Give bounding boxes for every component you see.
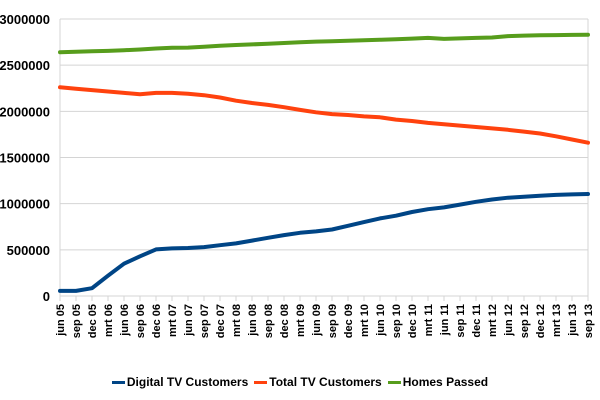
x-tick-label: sep 13 [583,304,595,338]
x-tick-label: jun 10 [375,304,387,337]
x-axis: jun 05 sep 05 dec 05 mrt 06 jun 06 sep 06 dec … [55,296,595,338]
y-tick-label: 3000000 [0,12,50,27]
x-tick-label: jun 11 [439,304,451,336]
x-tick-label: sep 10 [391,304,403,338]
x-tick-label: dec 05 [87,304,99,338]
x-tick-label: dec 06 [151,304,163,338]
x-tick-label: jun 07 [183,304,195,337]
legend-label-digital-tv: Digital TV Customers [126,375,249,389]
legend-swatch-total-tv [254,380,268,384]
y-tick-label: 2000000 [0,104,50,119]
series-line-digital-tv-customers [58,192,590,293]
line-chart: 0 500000 1000000 1500000 2000000 2500000 30000… [0,12,595,338]
x-tick-label: jun 05 [55,304,67,337]
x-tick-label: dec 07 [215,304,227,338]
y-tick-label: 2500000 [0,58,50,73]
x-tick-label: mrt 13 [551,304,563,337]
legend-item-homes-passed: Homes Passed [387,375,489,389]
x-tick-label: sep 12 [519,304,531,338]
x-tick-label: jun 09 [311,304,323,337]
legend-label-homes-passed: Homes Passed [402,375,489,389]
x-tick-label: dec 11 [471,304,483,338]
x-tick-label: sep 11 [455,304,467,338]
gridlines [59,18,589,297]
x-tick-label: sep 06 [135,304,147,338]
legend-item-total-tv: Total TV Customers [254,375,382,389]
x-tick-label: dec 09 [343,304,355,338]
x-tick-label: dec 12 [535,304,547,338]
legend-item-digital-tv: Digital TV Customers [111,375,249,389]
y-tick-label: 1000000 [0,197,50,212]
y-axis: 0 500000 1000000 1500000 2000000 2500000 30000… [0,12,50,304]
x-tick-label: mrt 09 [295,304,307,337]
x-tick-label: jun 08 [247,304,259,337]
legend: Digital TV Customers Total TV Customers … [0,375,600,389]
series-line-total-tv-customers [58,85,590,145]
series-lines [58,32,590,293]
legend-swatch-homes-passed [387,380,401,384]
legend-swatch-digital-tv [111,380,125,384]
x-tick-label: mrt 11 [423,304,435,336]
x-tick-label: mrt 12 [487,304,499,337]
x-tick-label: jun 13 [567,304,579,337]
legend-label-total-tv: Total TV Customers [269,375,382,389]
x-tick-label: mrt 10 [359,304,371,337]
y-tick-label: 0 [43,289,50,304]
x-tick-label: mrt 06 [103,304,115,337]
x-tick-label: sep 07 [199,304,211,338]
x-tick-label: jun 06 [119,304,131,337]
x-tick-label: sep 05 [71,304,83,338]
x-tick-label: mrt 07 [167,304,179,337]
x-tick-label: sep 08 [263,304,275,338]
y-tick-label: 500000 [7,243,50,258]
x-tick-label: dec 10 [407,304,419,338]
x-tick-label: mrt 08 [231,304,243,337]
x-tick-label: dec 08 [279,304,291,338]
x-tick-label: jun 12 [503,304,515,337]
x-tick-label: sep 09 [327,304,339,338]
y-tick-label: 1500000 [0,151,50,166]
series-line-homes-passed [58,32,590,55]
